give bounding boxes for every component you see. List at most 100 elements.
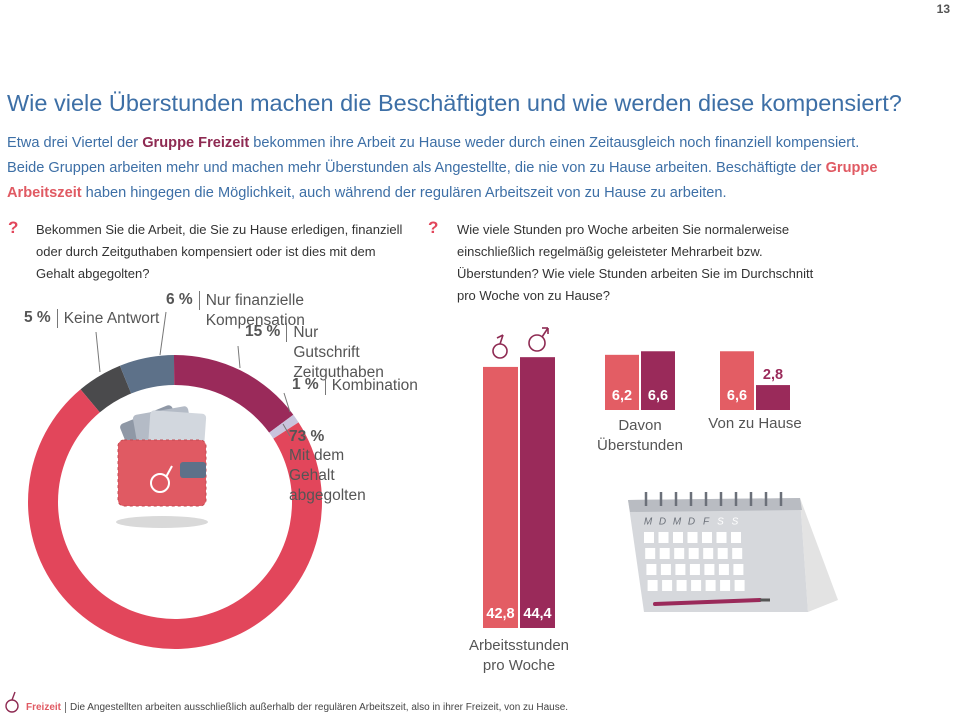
calendar-cell xyxy=(660,564,671,575)
calendar-cell xyxy=(688,548,699,559)
donut-segment xyxy=(173,355,294,433)
calendar-cell xyxy=(646,564,657,575)
calendar-cell xyxy=(673,532,683,543)
donut-segment xyxy=(119,355,175,394)
calendar-cell xyxy=(675,564,686,575)
bar-value-label: 6,6 xyxy=(648,388,668,404)
segment-value-label: 6 % xyxy=(166,291,193,308)
segment-label: 1 % Kombination xyxy=(292,376,432,396)
calendar-cell xyxy=(731,532,741,543)
weekday-label: F xyxy=(703,517,710,528)
weekday-label: D xyxy=(688,517,695,528)
bar xyxy=(605,354,639,410)
calendar-cell xyxy=(689,564,700,575)
separator xyxy=(286,323,288,342)
footnote-term: Freizeit xyxy=(26,702,67,713)
calendar-cell xyxy=(662,580,673,591)
segment-value-label: 73 % xyxy=(289,428,325,445)
bar-value-label: 2,8 xyxy=(763,367,783,383)
weekday-label: S xyxy=(717,517,724,528)
calendar-cell xyxy=(658,532,669,543)
donut-segment xyxy=(80,365,132,413)
group-label: Davon Überstunden xyxy=(597,417,683,454)
intro-text: haben hingegen die Möglichkeit, auch wäh… xyxy=(81,185,727,201)
bar xyxy=(641,351,675,410)
calendar-cell xyxy=(691,580,702,591)
intro: Etwa drei Viertel der Gruppe Freizeit be… xyxy=(7,131,887,206)
leader-line xyxy=(237,345,241,369)
footnote-text: Die Angestellten arbeiten ausschließlich… xyxy=(70,702,569,713)
group-label: Von zu Hause xyxy=(708,415,802,432)
separator xyxy=(56,309,58,328)
calendar-cell xyxy=(733,564,744,575)
intro-text: bekommen ihre Arbeit zu Hause weder durc… xyxy=(7,135,860,176)
segment-name: Keine Antwort xyxy=(63,310,160,327)
page-number: 13 xyxy=(936,2,950,16)
leader-line xyxy=(282,423,291,437)
segment-label: 6 % Nur finanzielle Kompensation xyxy=(166,291,406,331)
bar-value-label: 6,6 xyxy=(727,388,747,404)
intro-text: Etwa drei Viertel der xyxy=(7,135,143,151)
calendar-cell xyxy=(703,548,714,559)
segment-name: Nur Gutschrift Zeitguthaben xyxy=(293,324,384,381)
bar xyxy=(483,366,518,628)
donut-segment xyxy=(269,414,299,439)
calendar-cell xyxy=(720,580,731,591)
footnote-icon xyxy=(5,691,19,713)
calendar-cell xyxy=(645,548,656,559)
bar-value-label: 6,2 xyxy=(612,388,632,404)
calendar-cell xyxy=(716,532,727,543)
calendar-cell xyxy=(687,532,698,543)
group-name: Gruppe Arbeitszeit xyxy=(7,160,878,201)
donut-segment xyxy=(28,389,323,649)
segment-label: 73 % Mit dem Gehalt abgegolten xyxy=(289,428,389,506)
weekday-label: D xyxy=(659,517,666,528)
calendar-cell xyxy=(704,564,715,575)
weekday-label: M xyxy=(644,517,653,528)
segment-value-label: 15 % xyxy=(245,323,281,340)
group-label: Arbeitsstunden pro Woche xyxy=(468,637,570,674)
calendar-cell xyxy=(647,580,658,591)
segment-name: Nur finanzielle Kompensation xyxy=(205,292,305,329)
leader-line xyxy=(159,311,167,356)
weekday-label: S xyxy=(732,517,739,528)
calendar-cell xyxy=(718,564,729,575)
segment-value-label: 1 % xyxy=(292,376,319,393)
calendar-cell xyxy=(702,532,712,543)
bar xyxy=(720,351,754,410)
separator xyxy=(198,291,200,310)
segment-name: Mit dem Gehalt abgegolten xyxy=(289,447,366,504)
group-name: Gruppe Freizeit xyxy=(142,135,250,151)
calendar-cell xyxy=(659,548,670,559)
calendar-cell xyxy=(644,532,654,543)
calendar-cell xyxy=(734,580,745,591)
segment-label: 5 % Keine Antwort xyxy=(24,309,164,329)
question: Wie viele Stunden pro Woche arbeiten Sie… xyxy=(457,222,814,303)
question: Bekommen Sie die Arbeit, die Sie zu Haus… xyxy=(36,222,403,281)
bar xyxy=(520,357,555,628)
segment-label: 15 % Nur Gutschrift Zeitguthaben xyxy=(245,323,384,383)
calendar-cell xyxy=(676,580,687,591)
bar-value-label: 42,8 xyxy=(486,606,514,622)
question-icon: ? xyxy=(8,218,19,237)
question-icon: ? xyxy=(428,218,439,237)
page-title: Wie viele Überstunden machen die Beschäf… xyxy=(7,90,902,116)
leader-line xyxy=(283,392,291,413)
bar xyxy=(756,385,790,410)
segment-value-label: 5 % xyxy=(24,309,51,326)
separator xyxy=(324,376,326,395)
segment-name: Kombination xyxy=(331,377,418,394)
weekday-label: M xyxy=(673,517,682,528)
calendar-cell xyxy=(717,548,728,559)
calendar-cell xyxy=(674,548,685,559)
bar-value-label: 44,4 xyxy=(523,606,551,622)
group-icons xyxy=(492,327,549,359)
footnote: Freizeit Die Angestellten arbeiten aussch… xyxy=(26,702,568,713)
leader-line xyxy=(95,331,101,373)
calendar-cell xyxy=(705,580,716,591)
wallet-icon xyxy=(116,405,208,528)
calendar-cell xyxy=(732,548,743,559)
